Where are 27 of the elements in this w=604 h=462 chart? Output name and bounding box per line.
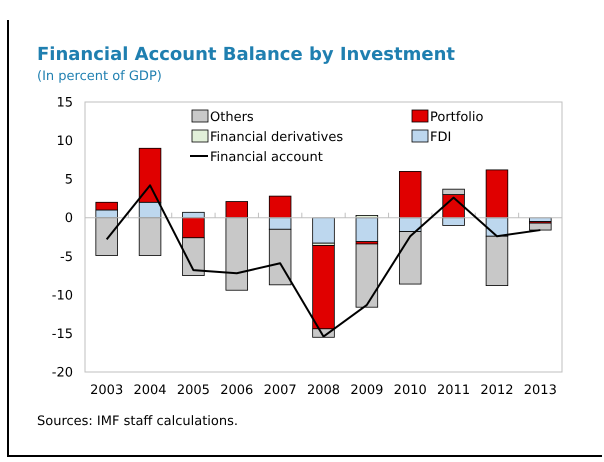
y-tick-label: -5 xyxy=(60,250,73,265)
y-tick-label: -10 xyxy=(52,288,73,304)
x-tick-label: 2006 xyxy=(220,383,254,398)
x-tick-label: 2010 xyxy=(394,383,427,398)
x-tick-label: 2003 xyxy=(90,383,124,398)
x-tick-label: 2007 xyxy=(264,383,297,398)
x-tick-label: 2012 xyxy=(480,383,514,398)
source-note: Sources: IMF staff calculations. xyxy=(37,414,238,429)
x-tick-label: 2004 xyxy=(134,383,167,398)
legend-label: Financial derivatives xyxy=(210,130,344,145)
legend-label: Others xyxy=(210,110,254,125)
y-tick-label: 5 xyxy=(64,172,73,188)
y-tick-label: -15 xyxy=(52,326,73,342)
chart-title: Financial Account Balance by Investment xyxy=(37,44,456,65)
chart-subtitle: (In percent of GDP) xyxy=(37,69,162,84)
legend-label: Financial account xyxy=(210,150,323,165)
y-tick-label: 15 xyxy=(56,96,73,110)
y-tick-label: 0 xyxy=(64,211,73,226)
x-tick-label: 2005 xyxy=(176,383,210,398)
y-tick-label: -20 xyxy=(52,366,73,380)
x-tick-label: 2011 xyxy=(437,383,470,398)
x-tick-label: 2009 xyxy=(350,383,384,398)
x-tick-label: 2013 xyxy=(524,383,557,398)
legend-label: FDI xyxy=(430,130,452,145)
y-tick-label: 10 xyxy=(56,134,73,150)
legend-label: Portfolio xyxy=(430,110,484,125)
x-tick-label: 2008 xyxy=(306,383,340,398)
